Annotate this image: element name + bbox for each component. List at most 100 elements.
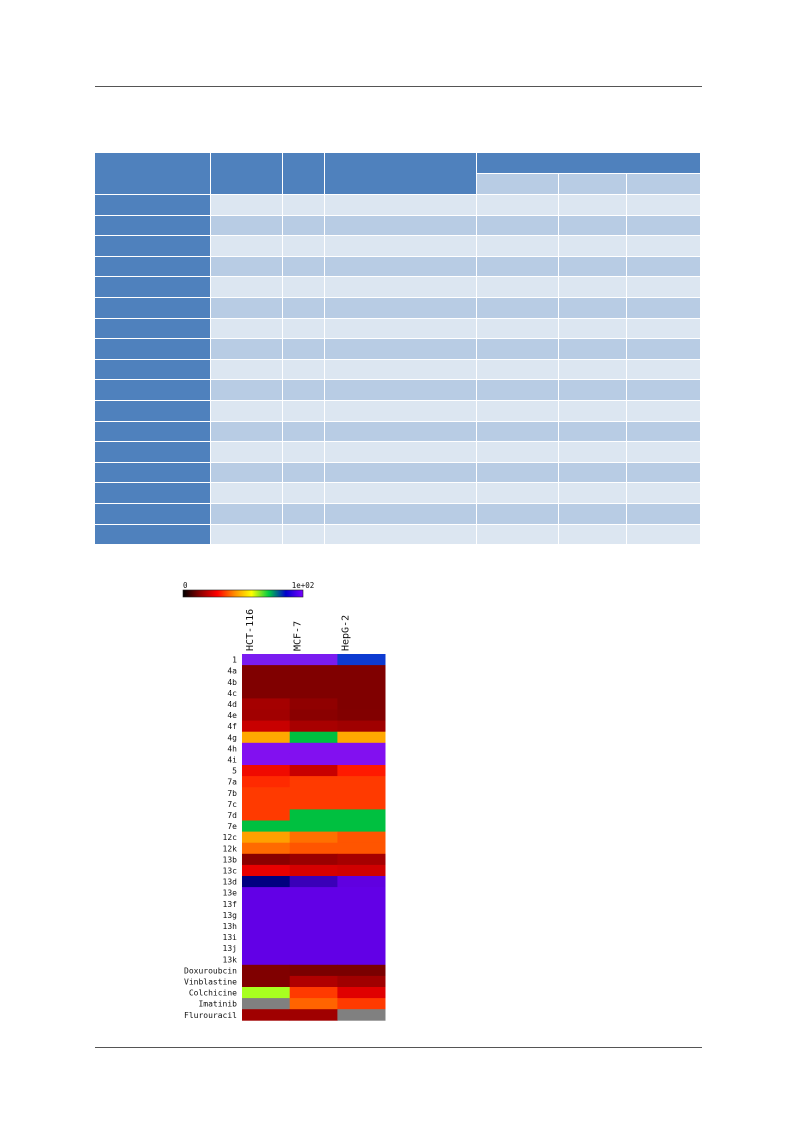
row-label: 13g xyxy=(223,911,238,920)
table-cell xyxy=(558,400,626,421)
heatmap-cell xyxy=(337,809,386,821)
table-cell xyxy=(210,317,282,339)
row-label: Flurouracil xyxy=(184,1011,237,1020)
heatmap-cell xyxy=(289,731,338,744)
table-cell xyxy=(476,441,558,462)
heatmap-cell xyxy=(289,842,338,855)
heatmap-cell xyxy=(242,953,291,966)
heatmap-cell xyxy=(337,820,386,832)
heatmap-cell xyxy=(289,765,338,777)
table-cell xyxy=(558,523,626,545)
table-row-header xyxy=(95,255,210,277)
table-row-header xyxy=(95,420,210,442)
heatmap-cell xyxy=(289,820,338,832)
heatmap-cell xyxy=(289,753,338,766)
table-cell xyxy=(626,297,700,318)
heatmap-cell xyxy=(337,842,386,855)
table-cell xyxy=(210,255,282,277)
table-cell xyxy=(282,420,324,442)
heatmap-cell xyxy=(289,698,338,710)
table-cell xyxy=(324,214,476,236)
table-row-header xyxy=(95,338,210,359)
heatmap-cell xyxy=(242,942,291,955)
table-cell xyxy=(282,297,324,318)
heatmap-cell xyxy=(289,898,338,910)
row-label: 5 xyxy=(232,767,237,776)
table-cell xyxy=(282,338,324,359)
table-cell xyxy=(476,214,558,236)
table-cell xyxy=(210,420,282,442)
table-cell xyxy=(476,235,558,256)
row-label: Doxuroubcin xyxy=(184,966,237,975)
row-label: 13f xyxy=(223,900,238,909)
color-scale-bar xyxy=(182,589,304,598)
heatmap-cell xyxy=(242,665,291,677)
heatmap-cell xyxy=(242,909,291,921)
heatmap-cell xyxy=(337,765,386,777)
table-cell xyxy=(626,523,700,545)
table-cell xyxy=(324,338,476,359)
heatmap-cell xyxy=(337,853,386,866)
table-cell xyxy=(558,214,626,236)
table-cell xyxy=(476,400,558,421)
row-label: 13c xyxy=(223,867,238,876)
heatmap-cell xyxy=(242,887,291,899)
heatmap-cell xyxy=(289,709,338,721)
heatmap-cell xyxy=(337,753,386,766)
heatmap-cell xyxy=(289,909,338,921)
row-label: 4c xyxy=(227,689,237,698)
heatmap-cell xyxy=(337,709,386,721)
heatmap-cell xyxy=(337,831,386,844)
heatmap-cell xyxy=(289,687,338,699)
heatmap-cell xyxy=(242,742,291,755)
table-cell xyxy=(626,358,700,380)
table-row-header xyxy=(95,441,210,462)
heatmap-cell xyxy=(242,831,291,844)
table-cell xyxy=(210,482,282,503)
heatmap-cell xyxy=(242,798,291,810)
table-cell xyxy=(210,523,282,545)
table-row-header xyxy=(95,235,210,256)
row-label: 4e xyxy=(227,711,237,720)
heatmap-cell xyxy=(289,920,338,932)
row-label: 7c xyxy=(227,800,237,809)
heatmap-cell xyxy=(337,798,386,810)
row-label: 7e xyxy=(227,822,237,831)
table-cell xyxy=(558,276,626,297)
table-cell xyxy=(282,503,324,524)
table-cell xyxy=(282,358,324,380)
table-cell xyxy=(210,194,282,215)
table-cell xyxy=(282,317,324,339)
heatmap-cell xyxy=(337,920,386,932)
table-cell xyxy=(476,482,558,503)
table-cell xyxy=(282,482,324,503)
heatmap-cell xyxy=(242,931,291,943)
row-label: 13k xyxy=(223,955,238,964)
table-cell xyxy=(282,523,324,545)
column-label: HCT-116 xyxy=(245,609,256,651)
heatmap-cell xyxy=(337,864,386,877)
heatmap-cell xyxy=(337,787,386,799)
heatmap-cell xyxy=(289,809,338,821)
heatmap-cell xyxy=(337,1009,386,1021)
heatmap-cell xyxy=(337,887,386,899)
row-label: 7d xyxy=(227,811,237,820)
table-cell xyxy=(324,317,476,339)
color-scale-max-label: 1e+02 xyxy=(292,581,315,590)
table-cell xyxy=(626,317,700,339)
heatmap-cell xyxy=(337,665,386,677)
table-cell xyxy=(558,461,626,483)
table-cell xyxy=(282,214,324,236)
data-table xyxy=(95,153,700,545)
heatmap-cell xyxy=(337,876,386,888)
table-cell xyxy=(324,276,476,297)
row-label: 13i xyxy=(223,933,238,942)
heatmap-cell xyxy=(242,820,291,832)
table-cell xyxy=(476,338,558,359)
table-cell xyxy=(210,503,282,524)
table-cell xyxy=(476,503,558,524)
heatmap-cell xyxy=(289,853,338,866)
table-row-header xyxy=(95,297,210,318)
row-label: 4b xyxy=(227,678,237,687)
heatmap-cell xyxy=(289,942,338,955)
